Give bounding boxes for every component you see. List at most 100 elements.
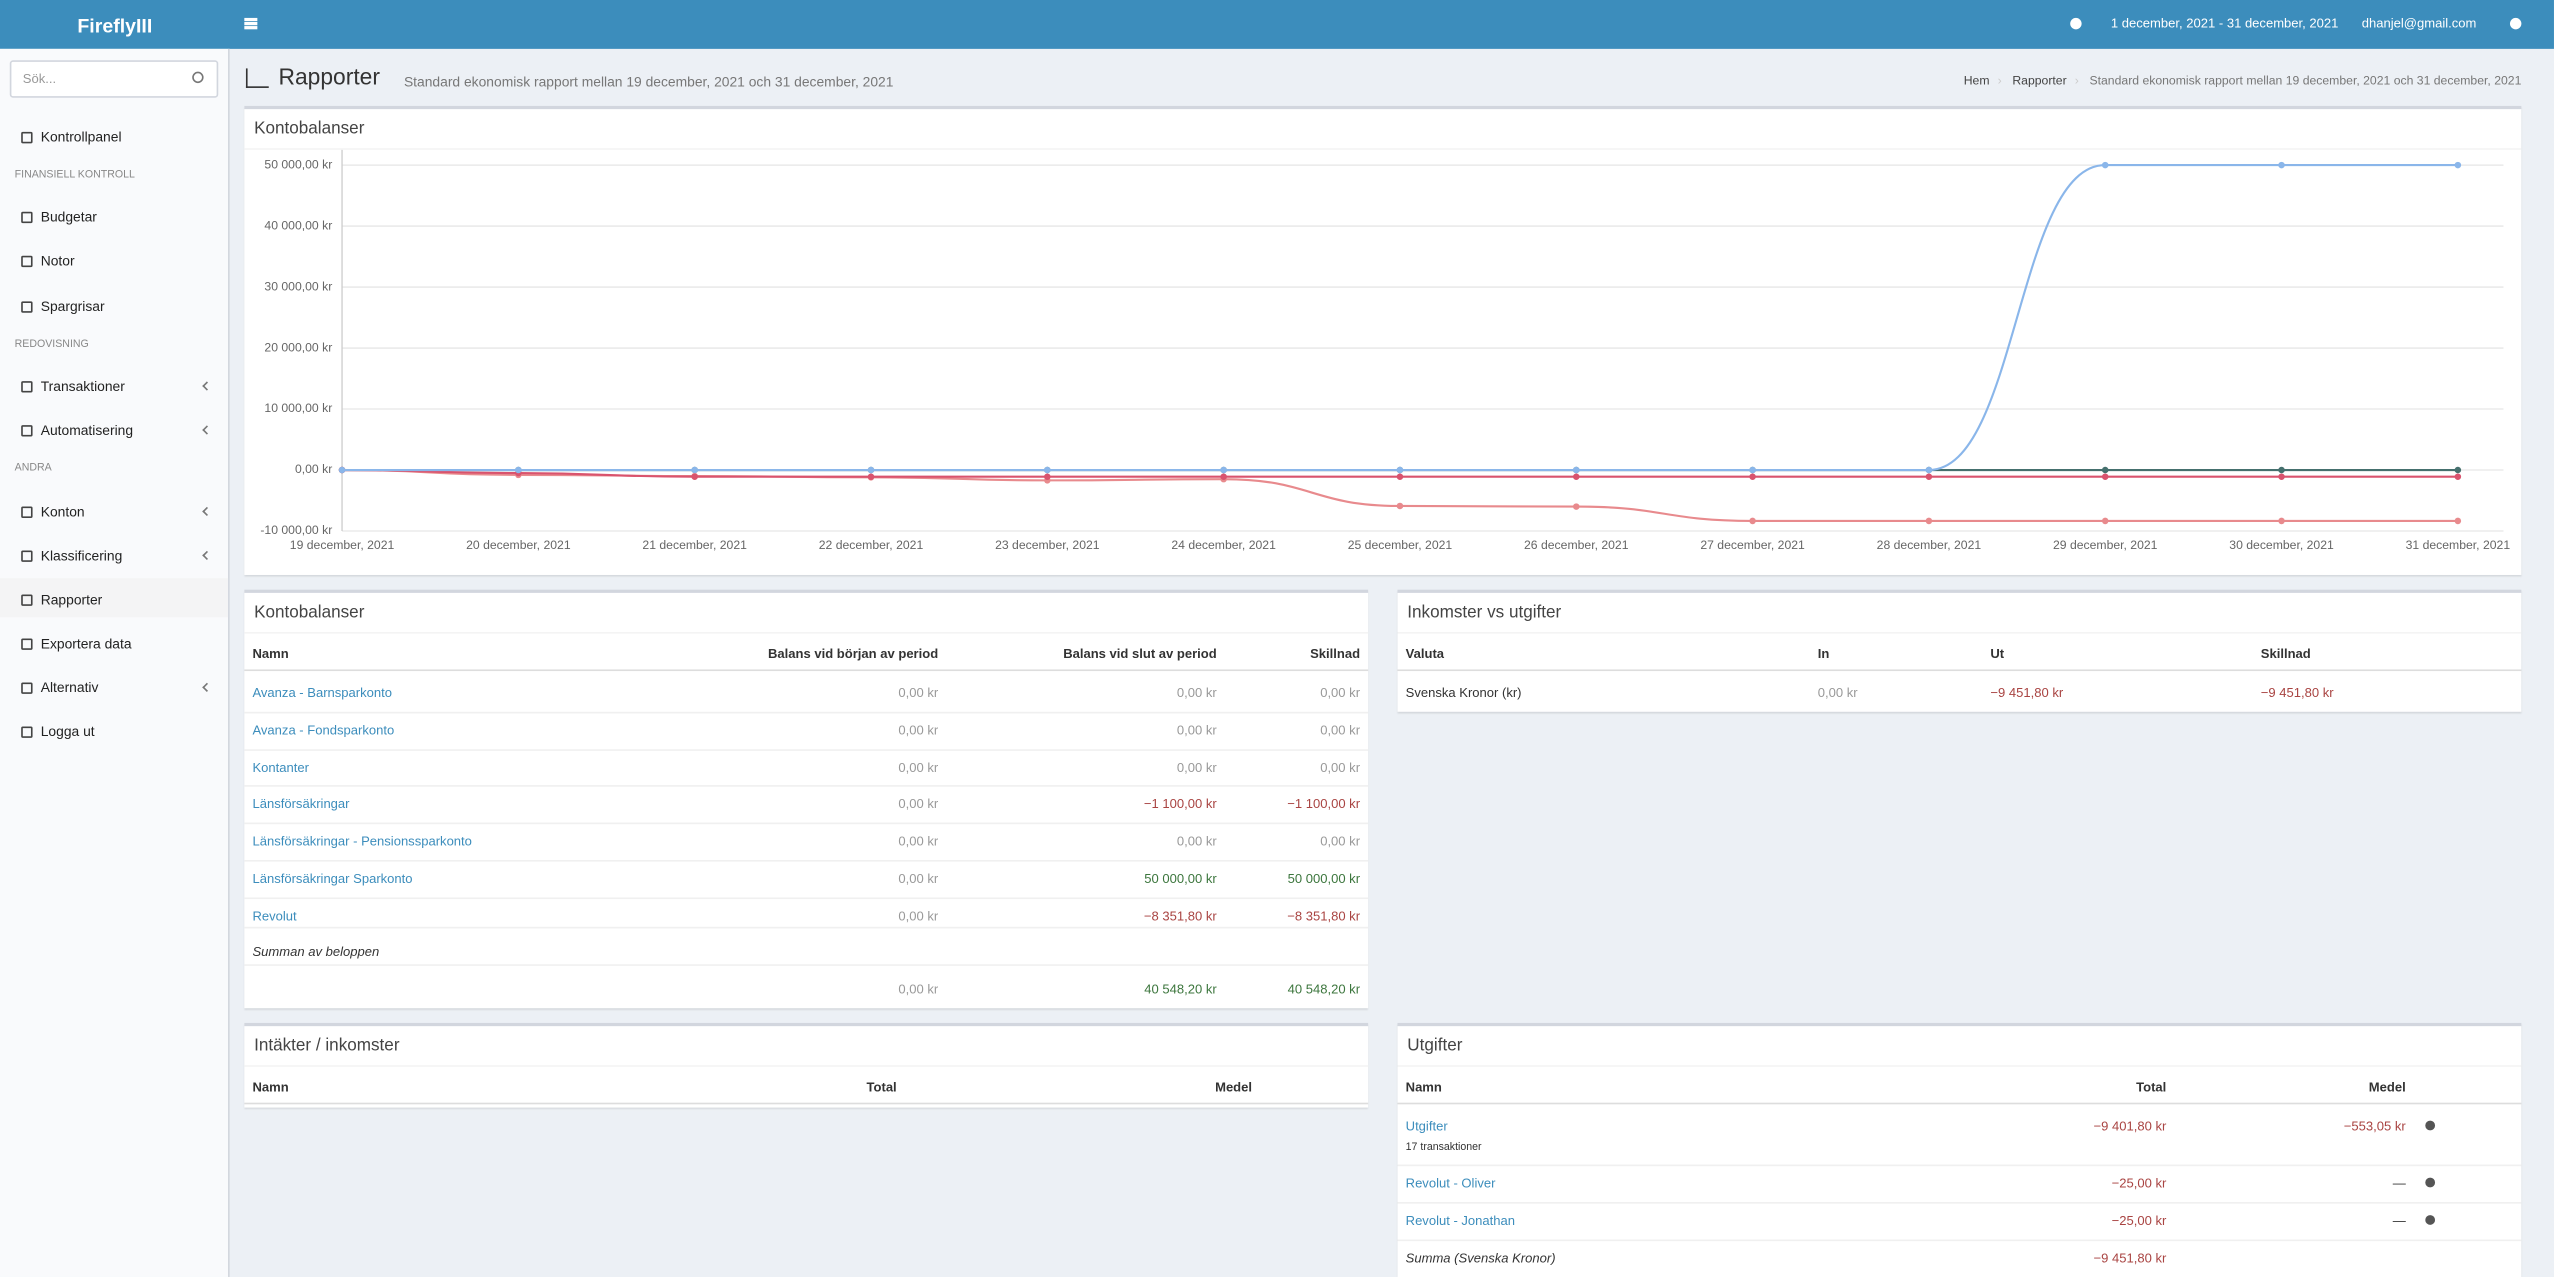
page-title: Rapporter [278, 63, 380, 90]
page-subtitle: Standard ekonomisk rapport mellan 19 dec… [403, 73, 894, 90]
menu-icon [21, 381, 33, 393]
data-point [1220, 473, 1227, 480]
menu-icon [21, 255, 33, 268]
data-point [691, 473, 698, 480]
menu-item[interactable]: Transaktioner [40, 377, 125, 395]
account-link[interactable]: Avanza - Fondsparkonto [252, 722, 395, 738]
menu-item[interactable]: Budgetar [40, 208, 97, 225]
divider [244, 631, 1369, 634]
menu-heading: REDOVISNING [14, 338, 89, 351]
account-link[interactable]: Länsförsäkringar [252, 797, 350, 812]
data-point [2101, 517, 2109, 525]
data-point [867, 466, 875, 474]
date-range[interactable]: 1 december, 2021 - 31 december, 2021 [2110, 16, 2339, 31]
account-link[interactable]: Kontanter [252, 759, 309, 775]
accounts-box: Kontobalanser Namn Balans vid början av pe… [244, 589, 1369, 1009]
x-tick-label: 30 december, 2021 [2229, 538, 2334, 552]
row-border [244, 748, 1369, 751]
account-link[interactable]: Länsförsäkringar Sparkonto [252, 871, 413, 887]
expense-link[interactable]: Revolut - Oliver [1405, 1175, 1496, 1191]
average: — [2392, 1175, 2406, 1191]
menu-item[interactable]: Spargrisar [40, 298, 105, 315]
average: — [2392, 1213, 2406, 1229]
active-item [0, 578, 229, 618]
account-link[interactable]: Avanza - Barnsparkonto [252, 685, 393, 701]
sum-label: Summan av beloppen [252, 944, 380, 960]
amount: 0,00 kr [1176, 834, 1217, 849]
column-header: Balans vid början av period [768, 646, 939, 662]
page-icon [245, 68, 269, 88]
column-header: Skillnad [2260, 646, 2311, 662]
menu-icon [21, 594, 33, 606]
amount: 50 000,00 kr [1287, 871, 1361, 887]
header-border [244, 1102, 1369, 1105]
amount: 0,00 kr [898, 871, 939, 887]
menu-item[interactable]: Konton [40, 503, 85, 520]
column-header: In [1817, 646, 1830, 662]
data-point [691, 466, 698, 474]
column-header: Total [2136, 1079, 2167, 1095]
menu-icon [21, 506, 33, 518]
breadcrumb[interactable]: Rapporter [2012, 73, 2067, 88]
menu-toggle[interactable] [244, 17, 258, 21]
search-placeholder: Sök... [22, 71, 57, 87]
amount: −8 351,80 kr [1287, 908, 1361, 924]
help-icon[interactable] [2070, 17, 2082, 30]
menu-icon [21, 550, 33, 562]
total: 40 548,20 kr [1287, 982, 1361, 997]
account-link[interactable]: Revolut [252, 908, 297, 924]
expenses-box: Utgifter Namn Total Medel Utgifter 17 transak… [1397, 1022, 2522, 1277]
x-tick-label: 22 december, 2021 [819, 538, 924, 552]
x-tick-label: 27 december, 2021 [1700, 538, 1805, 552]
menu-item[interactable]: Rapporter [40, 591, 103, 608]
logout-icon[interactable] [2509, 17, 2522, 30]
data-point [515, 466, 522, 474]
menu-item[interactable]: Logga ut [40, 723, 95, 740]
data-point [1573, 466, 1580, 474]
submenu-chevron [202, 425, 212, 435]
menu-item[interactable]: Exportera data [40, 635, 132, 652]
breadcrumb: Standard ekonomisk rapport mellan 19 dec… [2089, 73, 2522, 88]
column-header: Medel [1215, 1079, 1253, 1095]
series-line [342, 164, 2458, 472]
data-point [1396, 466, 1404, 474]
amount: −9 451,80 kr [1990, 685, 2064, 701]
divider [1397, 1065, 2522, 1067]
row-border [1397, 1164, 2522, 1167]
y-tick-label: 20 000,00 kr [264, 340, 332, 354]
amount: 0,00 kr [1320, 759, 1361, 775]
data-point [1573, 503, 1580, 510]
data-point [1044, 466, 1051, 474]
menu-item[interactable]: Klassificering [40, 547, 123, 564]
header-border [1397, 669, 2522, 672]
menu-item[interactable]: Automatisering [40, 421, 134, 439]
menu-item[interactable]: Notor [40, 252, 75, 269]
menu-item[interactable]: Kontrollpanel [40, 128, 122, 145]
data-point [1749, 466, 1756, 474]
column-header: Namn [252, 646, 289, 662]
box-title: Intäkter / inkomster [254, 1035, 400, 1056]
search-box[interactable]: Sök... [9, 60, 219, 98]
menu-item[interactable]: Alternativ [40, 679, 99, 696]
row-border [244, 785, 1369, 788]
box-title: Kontobalanser [254, 602, 365, 623]
menu-icon [21, 131, 33, 144]
user-email[interactable]: dhanjel@gmail.com [2361, 16, 2477, 31]
account-link[interactable]: Länsförsäkringar - Pensionssparkonto [252, 834, 472, 849]
data-point [1925, 473, 1933, 480]
info-icon[interactable] [2425, 1120, 2436, 1131]
y-tick-label: 40 000,00 kr [264, 218, 332, 232]
y-tick-label: 10 000,00 kr [264, 401, 332, 415]
amount: 0,00 kr [1320, 834, 1361, 849]
info-icon[interactable] [2425, 1215, 2436, 1225]
expense-link[interactable]: Revolut - Jonathan [1405, 1213, 1516, 1229]
amount: −25,00 kr [2111, 1213, 2167, 1229]
submenu-chevron [202, 550, 212, 561]
brand[interactable]: FireflyIII [77, 14, 153, 38]
x-tick-label: 26 december, 2021 [1524, 538, 1629, 552]
expense-link[interactable]: Utgifter [1405, 1118, 1448, 1134]
search-icon[interactable] [192, 71, 204, 84]
info-icon[interactable] [2425, 1177, 2436, 1188]
breadcrumb[interactable]: Hem [1963, 73, 1990, 88]
column-header: Namn [1405, 1079, 1442, 1095]
